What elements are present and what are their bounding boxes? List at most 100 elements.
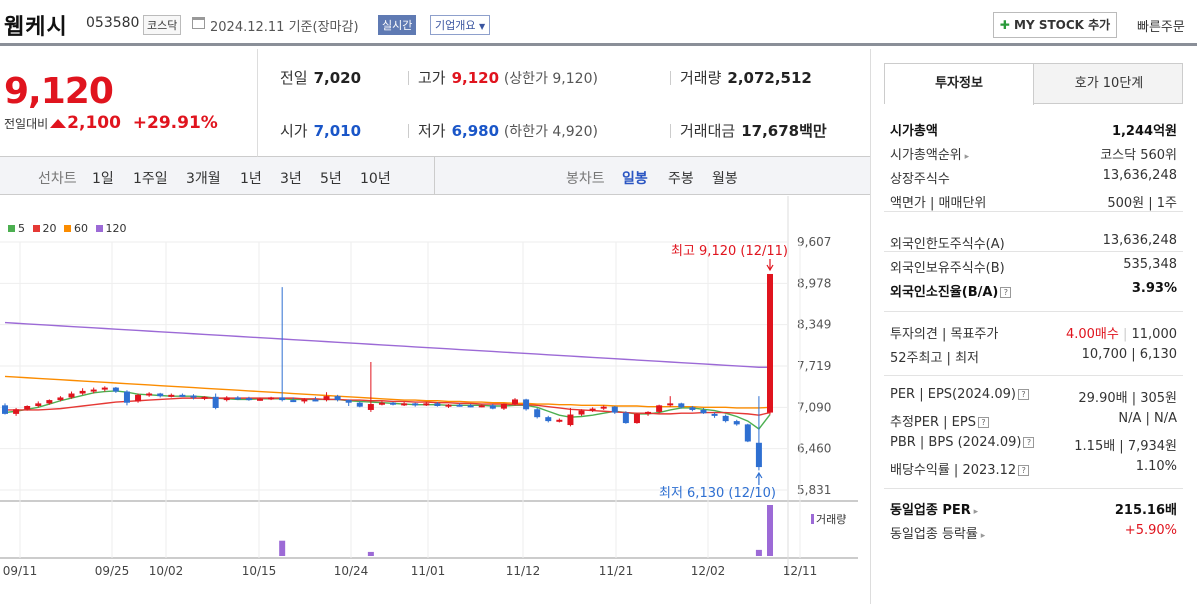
candle bbox=[401, 403, 408, 406]
candle bbox=[711, 413, 718, 416]
quick-order-link[interactable]: 빠른주문 bbox=[1137, 20, 1185, 35]
candle bbox=[434, 403, 441, 406]
company-info-dropdown[interactable]: 기업개요 ▼ bbox=[430, 15, 491, 35]
my-stock-add-button[interactable]: ✚ MY STOCK 추가 bbox=[993, 12, 1117, 38]
period-daily[interactable]: 일봉 bbox=[622, 171, 648, 187]
candle bbox=[212, 396, 219, 408]
realtime-button[interactable]: 실시간 bbox=[378, 15, 417, 35]
volume-bar bbox=[367, 551, 374, 556]
period-1w[interactable]: 1주일 bbox=[133, 171, 168, 187]
high-annotation: 최고 9,120 (12/11) bbox=[671, 244, 788, 259]
x-tick-label: 10/24 bbox=[334, 564, 369, 578]
candle bbox=[689, 407, 696, 410]
ma-line-ma60 bbox=[4, 375, 771, 409]
candle bbox=[733, 421, 740, 425]
candle bbox=[79, 390, 86, 394]
period-1d[interactable]: 1일 bbox=[92, 171, 114, 187]
help-icon[interactable]: ? bbox=[1023, 437, 1035, 448]
candle bbox=[279, 397, 286, 401]
x-tick-label: 09/11 bbox=[3, 564, 38, 578]
candle bbox=[633, 413, 640, 424]
invest-row: 액면가 | 매매단위 500원 | 1주 bbox=[890, 196, 1177, 211]
chevron-right-icon: ▸ bbox=[970, 507, 979, 517]
invest-row: PBR | BPS (2024.09)? 1.15배 | 7,934원 bbox=[890, 435, 1177, 454]
info-tabs: 투자정보 호가 10단계 bbox=[884, 63, 1183, 105]
candle-chart-label: 봉차트 bbox=[566, 171, 605, 187]
legend-ma60: 60 bbox=[60, 222, 88, 235]
invest-row: 상장주식수 13,636,248 bbox=[890, 168, 1177, 187]
candle bbox=[245, 398, 252, 401]
tab-quote-10[interactable]: 호가 10단계 bbox=[1074, 76, 1144, 91]
stock-header: 웹케시 053580 코스닥 2024.12.11 기준(장마감) 실시간 기업… bbox=[0, 0, 1197, 46]
candle bbox=[356, 402, 363, 407]
open-price: 시가 7,010 bbox=[280, 122, 362, 140]
candle bbox=[423, 403, 430, 406]
low-price: 저가 6,980 (하한가 4,920) bbox=[418, 122, 598, 140]
help-icon[interactable]: ? bbox=[1000, 287, 1012, 298]
invest-row: 외국인소진율(B/A)? 3.93% bbox=[890, 281, 1177, 300]
candle bbox=[301, 399, 308, 402]
help-icon[interactable]: ? bbox=[1018, 465, 1030, 476]
y-tick-label: 8,349 bbox=[797, 318, 831, 332]
help-icon[interactable]: ? bbox=[977, 417, 989, 428]
stock-code: 053580 bbox=[86, 15, 140, 31]
y-tick-label: 5,831 bbox=[797, 483, 831, 497]
down-arrow-icon bbox=[766, 259, 774, 272]
chevron-right-icon: ▸ bbox=[977, 531, 986, 541]
x-tick-label: 10/15 bbox=[242, 564, 277, 578]
invest-row: 시가총액순위 ▸ 코스닥 560위 bbox=[890, 148, 1177, 163]
period-3m[interactable]: 3개월 bbox=[186, 171, 221, 187]
candle bbox=[534, 409, 541, 418]
candle bbox=[290, 400, 297, 403]
change-value: 2,100 bbox=[67, 113, 121, 133]
candle bbox=[35, 403, 42, 406]
low-annotation: 최저 6,130 (12/10) bbox=[659, 486, 776, 501]
period-bar: 선차트 1일 1주일 3개월 1년 3년 5년 10년 봉차트 일봉 주봉 월봉 bbox=[0, 157, 870, 195]
candle bbox=[744, 424, 751, 442]
ma-line-ma120 bbox=[4, 321, 770, 368]
period-1y[interactable]: 1년 bbox=[240, 171, 262, 187]
candle bbox=[201, 396, 208, 399]
candle bbox=[478, 405, 485, 408]
candle bbox=[157, 393, 164, 397]
candle bbox=[13, 409, 20, 414]
x-tick-label: 12/02 bbox=[691, 564, 726, 578]
candle bbox=[523, 399, 530, 410]
legend-ma20: 20 bbox=[29, 222, 57, 235]
price-chart[interactable]: 9,607 8,978 8,349 7,719 7,090 6,460 5,831 09/11… bbox=[0, 196, 870, 604]
up-arrow-icon bbox=[755, 471, 763, 485]
candle bbox=[700, 409, 707, 414]
ma-line-ma20 bbox=[5, 397, 771, 416]
candle bbox=[367, 404, 374, 410]
invest-row: 외국인한도주식수(A) 13,636,248 bbox=[890, 233, 1177, 252]
tab-invest-info[interactable]: 투자정보 bbox=[885, 64, 1034, 105]
legend-ma5: 5 bbox=[4, 222, 25, 235]
candle bbox=[168, 394, 175, 397]
ma-legend: 5 20 60 120 bbox=[4, 222, 127, 235]
invest-row: 투자의견 | 목표주가 4.00매수 | 11,000 bbox=[890, 327, 1177, 342]
period-5y[interactable]: 5년 bbox=[320, 171, 342, 187]
candle bbox=[489, 405, 496, 409]
period-weekly[interactable]: 주봉 bbox=[668, 171, 694, 187]
period-monthly[interactable]: 월봉 bbox=[712, 171, 738, 187]
period-3y[interactable]: 3년 bbox=[280, 171, 302, 187]
invest-row: 시가총액 1,244억원 bbox=[890, 124, 1177, 139]
help-icon[interactable]: ? bbox=[1017, 389, 1029, 400]
period-10y[interactable]: 10년 bbox=[360, 171, 391, 187]
x-tick-label: 11/21 bbox=[599, 564, 634, 578]
candle bbox=[2, 405, 8, 414]
candle bbox=[135, 394, 142, 402]
candle bbox=[611, 406, 618, 413]
candle bbox=[578, 410, 585, 415]
change-label: 전일대비 bbox=[4, 117, 49, 131]
candle bbox=[112, 387, 119, 392]
y-tick-label: 6,460 bbox=[797, 442, 831, 456]
candle bbox=[24, 405, 31, 410]
candle bbox=[57, 397, 64, 401]
invest-row: PER | EPS(2024.09)? 29.90배 | 305원 bbox=[890, 387, 1177, 406]
candle bbox=[600, 406, 607, 409]
candle bbox=[312, 399, 319, 402]
candle bbox=[257, 398, 263, 401]
candle bbox=[645, 411, 652, 414]
